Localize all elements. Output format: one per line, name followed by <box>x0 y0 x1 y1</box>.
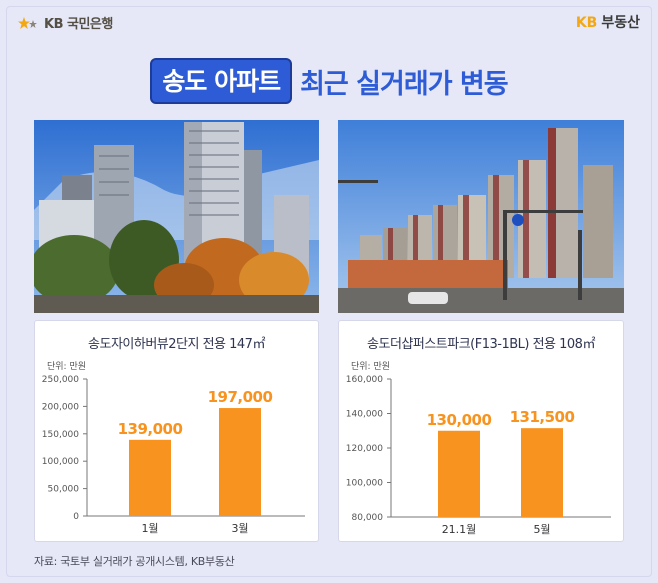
page-title-rest: 최근 실거래가 변동 <box>300 68 509 100</box>
kb-realestate-logo-kb: KB <box>575 15 598 31</box>
y-tick-label: 150,000 <box>42 430 79 440</box>
y-tick-label: 100,000 <box>346 479 383 489</box>
y-tick-label: 0 <box>73 512 79 522</box>
y-tick-label: 250,000 <box>42 375 79 385</box>
kb-realestate-logo-text: 부동산 <box>601 15 640 31</box>
apartment-photo-left <box>34 120 319 313</box>
bar-value-label: 197,000 <box>208 388 273 406</box>
apartment-photo-songdo-the-sharp-first-park <box>338 120 624 313</box>
source-note: 자료: 국토부 실거래가 공개시스템, KB부동산 <box>34 555 235 568</box>
page-title: 송도 아파트 최근 실거래가 변동 <box>0 58 658 104</box>
bar <box>521 428 563 517</box>
bar <box>438 430 480 517</box>
y-tick-label: 100,000 <box>42 457 79 467</box>
chart-card-the-sharp-first-park: 송도더샵퍼스트파크(F13-1BL) 전용 108㎡ 단위: 만원 80,000… <box>338 320 624 542</box>
chart-title: 송도자이하버뷰2단지 전용 147㎡ <box>88 337 265 352</box>
y-tick-label: 50,000 <box>48 485 80 495</box>
apartment-photo-right <box>338 120 624 313</box>
bar-value-label: 131,500 <box>510 408 575 426</box>
chart-unit-label: 단위: 만원 <box>47 362 87 372</box>
bar-chart-the-sharp-first-park: 80,000 100,000 120,000 140,000 160,000 130,00… <box>346 375 611 536</box>
kb-star-icon <box>18 16 37 29</box>
bar-value-label: 130,000 <box>427 411 492 429</box>
x-tick-label: 1월 <box>141 522 158 535</box>
x-tick-label: 3월 <box>231 522 248 535</box>
chart-title: 송도더샵퍼스트파크(F13-1BL) 전용 108㎡ <box>367 337 595 352</box>
x-tick-label: 21.1월 <box>442 523 477 536</box>
y-tick-label: 120,000 <box>346 444 383 454</box>
kb-realestate-logo[interactable]: KB 부동산 <box>576 12 640 32</box>
bar-value-label: 139,000 <box>118 420 183 438</box>
kb-bank-logo[interactable]: KB 국민은행 <box>18 13 113 32</box>
page-title-highlight: 송도 아파트 <box>150 58 293 104</box>
y-tick-label: 140,000 <box>346 410 383 420</box>
chart-card-xi-harbor-view: 송도자이하버뷰2단지 전용 147㎡ 단위: 만원 0 50,000 100,000… <box>34 320 319 542</box>
apartment-photo-songdo-the-sharp-harbor-view <box>34 120 319 313</box>
y-tick-label: 160,000 <box>346 375 383 385</box>
bar-chart-xi-harbor-view: 0 50,000 100,000 150,000 200,000 250,000 139,0… <box>42 375 305 535</box>
kb-bank-logo-text: KB 국민은행 <box>44 17 113 32</box>
chart-unit-label: 단위: 만원 <box>351 362 391 372</box>
y-tick-label: 80,000 <box>352 513 384 523</box>
x-tick-label: 5월 <box>533 523 550 536</box>
bar <box>219 408 261 516</box>
bar <box>129 439 171 516</box>
page-frame <box>6 6 652 577</box>
y-tick-label: 200,000 <box>42 402 79 412</box>
